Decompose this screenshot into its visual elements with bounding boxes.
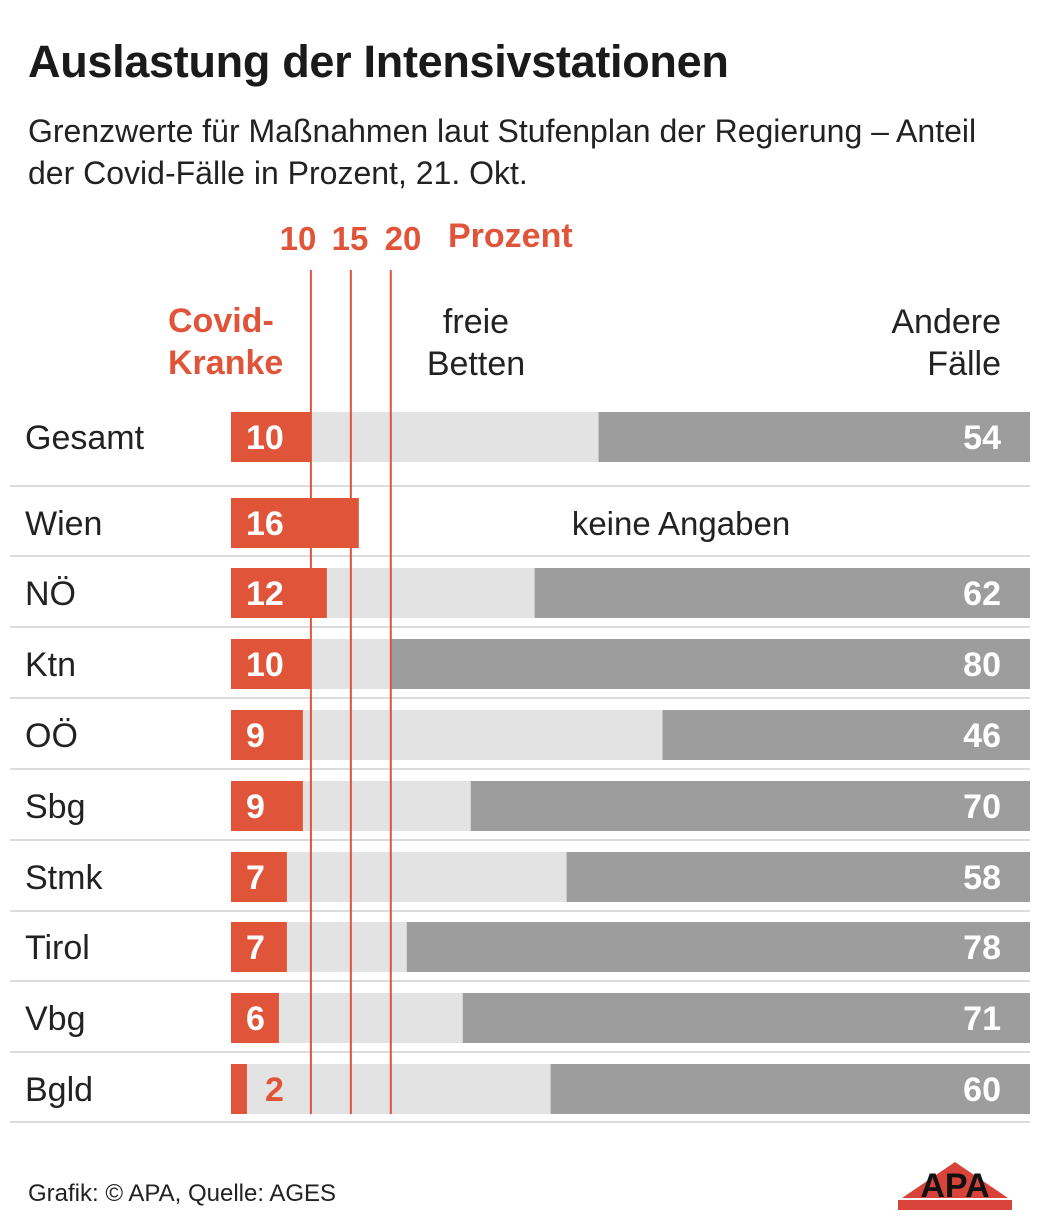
other-value-label: 60 <box>963 1071 1001 1109</box>
bar-free-beds <box>278 993 463 1043</box>
bar-free-beds <box>326 568 535 618</box>
category-label: Bgld <box>25 1071 93 1109</box>
bar-free-beds <box>310 412 599 462</box>
apa-logo-text: APA <box>920 1167 989 1205</box>
source-credit: Grafik: © APA, Quelle: AGES <box>28 1180 337 1207</box>
bar-free-beds <box>246 1064 551 1114</box>
category-label: Vbg <box>25 1000 86 1038</box>
covid-value-label: 12 <box>246 575 284 613</box>
bar-covid <box>231 993 279 1043</box>
covid-header-line2: Kranke <box>168 344 283 382</box>
stacked-bar-chart: Gesamt 54 10 Wien 16 NÖ 62 12 Ktn 80 10 OÖ 46 9 Sbg 70 9… <box>10 217 1031 1123</box>
bar-covid <box>231 781 303 831</box>
bar-covid <box>231 922 287 972</box>
bar-free-beds <box>286 852 567 902</box>
category-label: Wien <box>25 505 102 543</box>
other-header-line2: Fälle <box>927 345 1001 383</box>
other-value-label: 80 <box>963 646 1001 684</box>
category-label: NÖ <box>25 575 76 613</box>
threshold-unit-label: Prozent <box>448 217 573 255</box>
category-label: Stmk <box>25 859 103 897</box>
category-label: OÖ <box>25 717 78 755</box>
bar-free-beds <box>302 781 471 831</box>
bar-covid <box>231 412 311 462</box>
covid-value-label: 2 <box>265 1071 284 1109</box>
bar-free-beds <box>302 710 663 760</box>
covid-value-label: 9 <box>246 717 265 755</box>
bar-other-cases <box>598 412 1030 462</box>
other-value-label: 62 <box>963 575 1001 613</box>
other-value-label: 71 <box>963 1000 1001 1038</box>
bar-other-cases <box>662 710 1030 760</box>
bar-covid <box>231 1064 247 1114</box>
covid-value-label: 6 <box>246 1000 265 1038</box>
other-value-label: 46 <box>963 717 1001 755</box>
other-header-line1: Andere <box>891 303 1001 341</box>
other-value-label: 70 <box>963 788 1001 826</box>
free-beds-header-line2: Betten <box>427 345 525 383</box>
other-value-label: 78 <box>963 929 1001 967</box>
bar-covid <box>231 852 287 902</box>
bar-other-cases <box>470 781 1030 831</box>
bar-covid <box>231 710 303 760</box>
covid-header-line1: Covid- <box>168 302 274 340</box>
threshold-label: 20 <box>385 220 422 257</box>
bar-other-cases <box>550 1064 1030 1114</box>
covid-value-label: 9 <box>246 788 265 826</box>
category-label: Tirol <box>25 929 90 967</box>
bar-free-beds <box>286 922 407 972</box>
apa-logo-roof <box>902 1162 1008 1198</box>
bar-other-cases <box>462 993 1031 1043</box>
apa-logo-bar <box>898 1200 1012 1210</box>
chart-subtitle: Grenzwerte für Maßnahmen laut Stufenplan… <box>28 113 977 191</box>
covid-value-label: 16 <box>246 505 284 543</box>
bar-covid <box>231 639 311 689</box>
free-beds-header-line1: freie <box>443 303 509 341</box>
category-label: Gesamt <box>25 419 145 457</box>
bar-covid <box>231 498 359 548</box>
chart-title: Auslastung der Intensivstationen <box>28 36 729 87</box>
covid-value-label: 7 <box>246 859 265 897</box>
other-value-label: 54 <box>963 419 1001 457</box>
bar-other-cases <box>534 568 1030 618</box>
category-label: Sbg <box>25 788 86 826</box>
covid-value-label: 10 <box>246 419 284 457</box>
covid-value-label: 7 <box>246 929 265 967</box>
apa-logo: APA <box>898 1162 1012 1210</box>
bar-other-cases <box>406 922 1030 972</box>
bar-other-cases <box>390 639 1030 689</box>
annotation-no-data: keine Angaben <box>572 505 790 542</box>
other-value-label: 58 <box>963 859 1001 897</box>
bar-other-cases <box>566 852 1030 902</box>
category-label: Ktn <box>25 646 76 684</box>
threshold-label: 10 <box>280 220 317 257</box>
covid-value-label: 10 <box>246 646 284 684</box>
threshold-label: 15 <box>332 220 369 257</box>
